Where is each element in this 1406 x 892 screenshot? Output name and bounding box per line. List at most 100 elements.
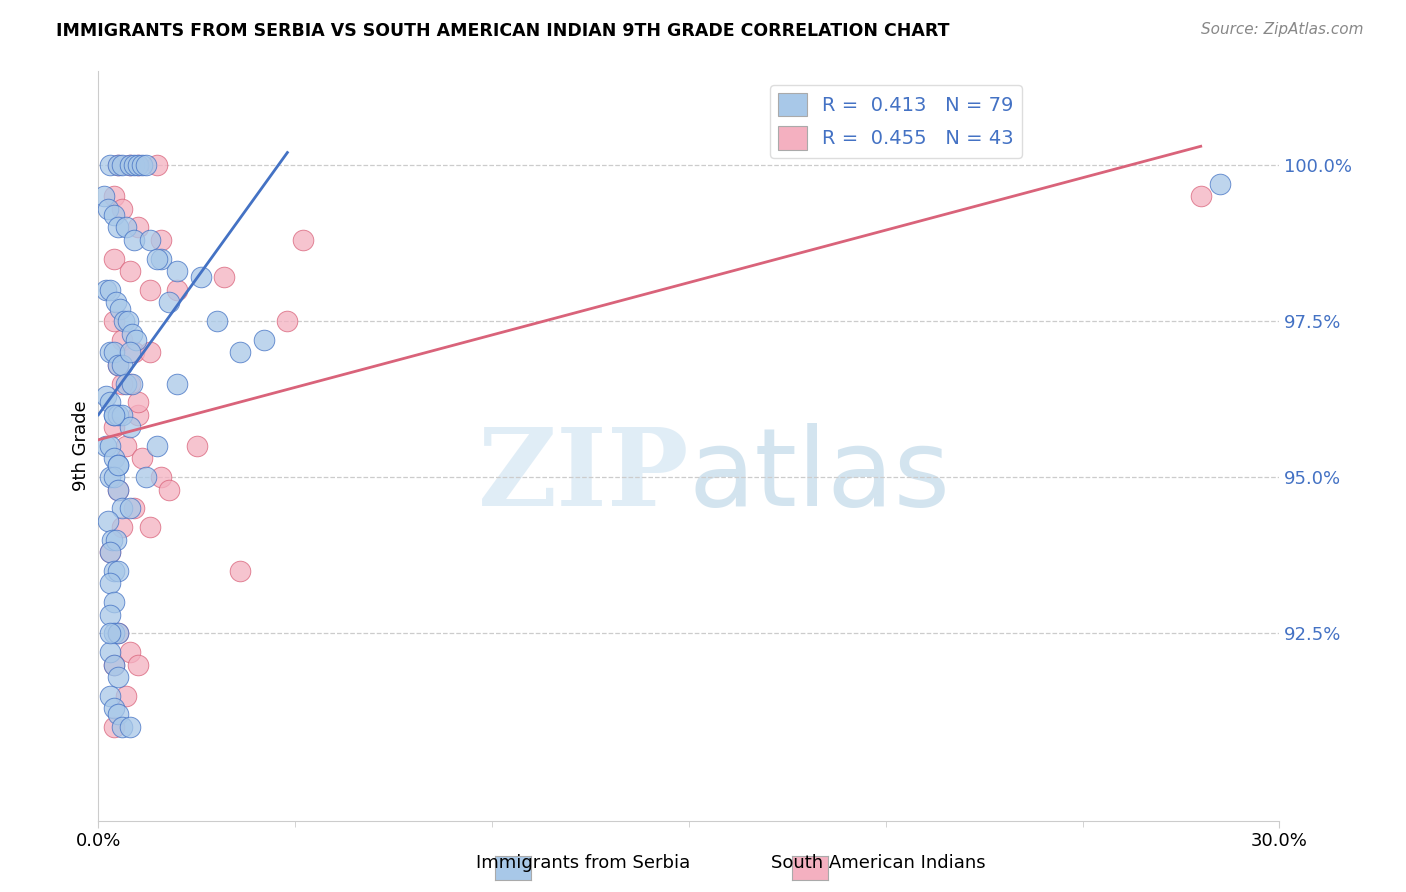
Point [93, 189, 115, 203]
Point [105, 295, 128, 310]
Point [127, 220, 149, 235]
Point [98, 607, 121, 622]
Point [118, 720, 141, 734]
Point [107, 358, 129, 372]
Point [127, 158, 149, 172]
Text: South American Indians: South American Indians [772, 855, 986, 872]
Point [166, 264, 188, 278]
Point [276, 314, 298, 328]
Point [111, 202, 134, 216]
Point [122, 345, 145, 359]
Point [111, 720, 134, 734]
Point [1209, 177, 1232, 191]
Point [107, 458, 129, 472]
Point [103, 420, 125, 434]
Point [103, 345, 125, 359]
Point [118, 645, 141, 659]
Point [127, 158, 149, 172]
Point [157, 483, 180, 497]
Point [107, 483, 129, 497]
Point [1189, 189, 1212, 203]
Point [107, 564, 129, 578]
Point [118, 501, 141, 516]
Point [111, 158, 134, 172]
Point [138, 345, 160, 359]
Point [118, 345, 141, 359]
Legend: R =  0.413   N = 79, R =  0.455   N = 43: R = 0.413 N = 79, R = 0.455 N = 43 [770, 85, 1022, 158]
Point [127, 408, 149, 422]
Point [103, 470, 125, 484]
Point [122, 501, 145, 516]
Point [229, 564, 252, 578]
Point [103, 408, 125, 422]
Point [150, 233, 173, 247]
Point [98, 439, 121, 453]
Point [186, 439, 208, 453]
Point [103, 314, 125, 328]
Point [103, 701, 125, 715]
Point [111, 376, 134, 391]
Point [138, 233, 160, 247]
Point [103, 564, 125, 578]
Point [118, 376, 141, 391]
Point [111, 408, 134, 422]
Point [253, 333, 276, 347]
Point [98, 283, 121, 297]
Point [122, 158, 145, 172]
Point [115, 220, 138, 235]
Point [121, 326, 143, 341]
Point [98, 345, 121, 359]
Text: atlas: atlas [689, 423, 950, 529]
Point [98, 545, 121, 559]
Point [146, 158, 169, 172]
Point [150, 470, 173, 484]
Point [103, 720, 125, 734]
Point [121, 376, 143, 391]
Point [157, 295, 180, 310]
Point [146, 439, 169, 453]
Point [118, 158, 141, 172]
Point [127, 395, 149, 409]
Point [205, 314, 228, 328]
Point [131, 158, 153, 172]
Point [111, 501, 134, 516]
Point [146, 252, 169, 266]
Point [98, 689, 121, 703]
Point [97, 514, 120, 528]
Text: IMMIGRANTS FROM SERBIA VS SOUTH AMERICAN INDIAN 9TH GRADE CORRELATION CHART: IMMIGRANTS FROM SERBIA VS SOUTH AMERICAN… [56, 22, 949, 40]
Point [107, 626, 129, 640]
Point [292, 233, 315, 247]
Point [101, 533, 124, 547]
Point [107, 358, 129, 372]
Point [214, 270, 236, 285]
Point [98, 626, 121, 640]
Point [105, 533, 128, 547]
Point [103, 451, 125, 466]
Point [103, 595, 125, 609]
Point [118, 158, 141, 172]
Point [103, 626, 125, 640]
Point [107, 158, 129, 172]
Point [98, 470, 121, 484]
Point [98, 645, 121, 659]
Point [117, 314, 139, 328]
Point [107, 408, 129, 422]
Point [98, 576, 121, 591]
Point [111, 520, 134, 534]
Point [107, 158, 129, 172]
Point [115, 376, 138, 391]
Point [108, 301, 131, 316]
Point [138, 520, 160, 534]
Point [111, 333, 134, 347]
Point [127, 657, 149, 672]
Point [103, 252, 125, 266]
Point [98, 545, 121, 559]
Point [103, 208, 125, 222]
Point [96, 283, 118, 297]
Point [107, 626, 129, 640]
Y-axis label: 9th Grade: 9th Grade [72, 401, 90, 491]
Point [135, 470, 157, 484]
Point [111, 358, 134, 372]
Point [96, 389, 118, 403]
Point [150, 252, 173, 266]
